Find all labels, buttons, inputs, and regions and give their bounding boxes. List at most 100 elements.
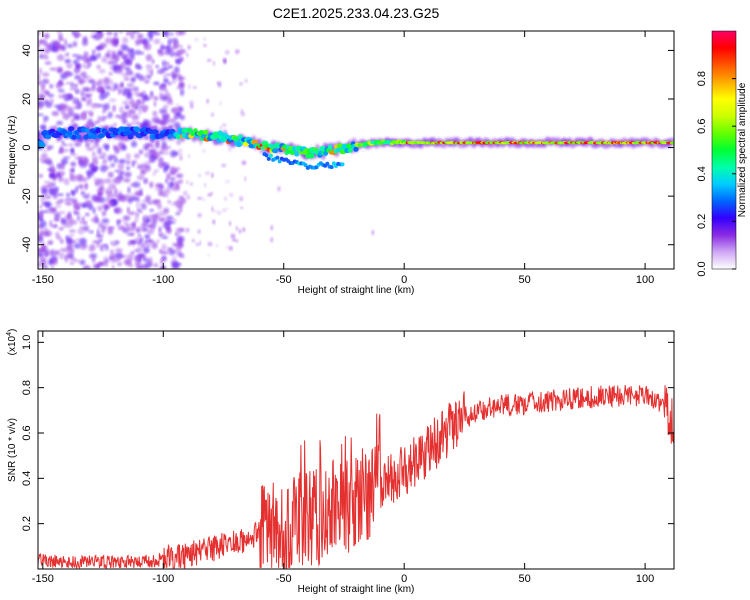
snr-y-tick-label: 1.0 [21,335,33,350]
noise-speckle [149,34,153,42]
noise-speckle [101,218,110,224]
noise-speckle [134,39,141,46]
noise-speckle [141,98,145,105]
noise-speckle [207,193,212,197]
noise-speckle [191,239,195,243]
noise-speckle [135,49,141,56]
noise-speckle [113,67,117,74]
noise-speckle [66,81,71,85]
noise-speckle [140,203,147,206]
noise-speckle [88,244,95,252]
noise-speckle [136,202,140,209]
noise-speckle [113,157,118,164]
noise-speckle [130,77,136,83]
snr-series-line [38,384,674,569]
ridge-core [76,134,81,140]
snr-y-tick-label: 0.2 [21,516,33,531]
noise-speckle [135,265,144,269]
noise-speckle [104,205,108,212]
noise-speckle [187,44,191,50]
noise-speckle [156,239,160,244]
noise-speckle [70,161,77,167]
noise-speckle [81,63,86,69]
noise-speckle [164,62,170,66]
ridge-core [198,130,205,136]
noise-speckle [38,261,42,266]
noise-speckle [38,264,42,268]
noise-speckle [230,233,236,239]
noise-speckle [89,54,98,61]
noise-speckle [126,253,134,261]
colorbar: 0.0 0.2 0.4 0.6 0.8 Normalized spectral ampl… [696,30,748,277]
noise-speckle [42,230,49,237]
noise-speckle [113,83,119,91]
noise-speckle [130,193,137,197]
noise-speckle [55,200,62,205]
noise-speckle [55,250,60,256]
noise-speckle [69,168,75,173]
noise-speckle [111,265,115,269]
noise-speckle [66,106,74,113]
noise-speckle [38,130,41,136]
noise-speckle [38,91,43,96]
noise-speckle [41,192,49,200]
noise-speckle [147,214,154,221]
noise-speckle [235,226,239,231]
noise-speckle [44,48,50,54]
noise-speckle [172,255,177,264]
noise-speckle [38,101,44,110]
noise-speckle [105,144,109,152]
noise-speckle [131,241,136,244]
noise-speckle [64,198,70,204]
noise-speckle [244,176,247,182]
ridge-core [134,127,141,133]
noise-speckle [173,168,179,173]
noise-speckle [159,88,163,92]
noise-speckle [72,41,78,47]
noise-speckle [98,68,106,74]
noise-speckle [78,156,83,161]
x-tick-label: -150 [32,274,54,286]
noise-speckle [162,74,167,79]
noise-speckle [131,31,140,34]
noise-speckle [189,182,194,186]
noise-speckle [134,72,142,79]
noise-speckle [177,45,183,48]
ridge-core [353,146,359,152]
noise-speckle [63,93,69,98]
noise-speckle [149,181,154,189]
noise-speckle [65,235,69,240]
noise-speckle [101,56,108,63]
noise-speckle [42,43,49,46]
ridge-core [71,134,77,140]
noise-speckle [154,95,158,101]
noise-speckle [179,88,185,96]
snr-y-axis-title: SNR (10 * v/v) [7,418,18,482]
noise-speckle [91,151,96,157]
noise-speckle [117,88,122,95]
noise-speckle [76,54,83,61]
noise-speckle [72,210,79,215]
noise-speckle [102,90,106,94]
noise-speckle [149,31,158,34]
noise-speckle [57,68,62,73]
noise-speckle [151,59,155,64]
noise-speckle [121,61,126,69]
noise-speckle [205,171,210,176]
noise-speckle [102,82,109,87]
noise-speckle [56,193,64,196]
noise-speckle [203,44,207,47]
noise-speckle [120,144,127,151]
noise-speckle [122,53,130,59]
noise-speckle [117,224,124,230]
noise-speckle [162,152,170,155]
spectrogram-y-axis: -40 -20 0 20 40 [21,44,674,253]
ridge-branch [275,155,280,160]
noise-speckle [58,33,63,40]
y-tick-label: -40 [21,237,33,253]
noise-speckle [55,204,62,208]
noise-speckle [126,160,131,165]
noise-speckle [95,31,103,34]
noise-speckle [170,38,178,42]
noise-speckle [194,38,199,42]
